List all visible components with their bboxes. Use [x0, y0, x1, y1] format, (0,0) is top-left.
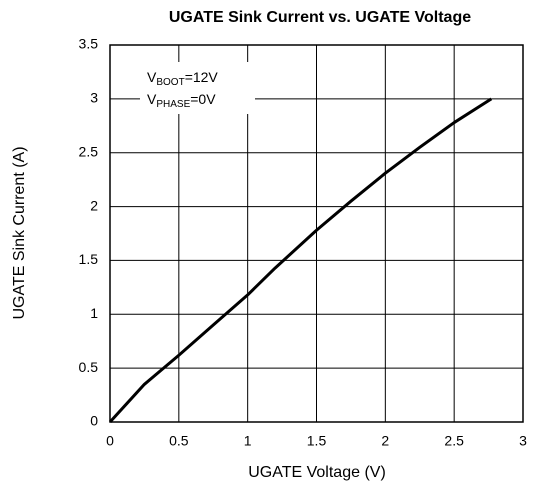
y-tick-label: 1.5	[79, 251, 99, 267]
annotation: VBOOT=12V	[147, 69, 218, 88]
annotation-rest: =0V	[190, 91, 216, 107]
y-tick-label: 2	[90, 197, 98, 213]
annotation-main: V	[147, 91, 157, 107]
x-tick-label: 1	[244, 433, 252, 449]
y-tick-label: 1	[90, 305, 98, 321]
y-tick-label: 0	[90, 413, 98, 429]
x-tick-label: 1.5	[307, 433, 327, 449]
x-tick-label: 0	[106, 433, 114, 449]
x-axis-label: UGATE Voltage (V)	[248, 464, 386, 481]
annotation-main: V	[147, 69, 157, 85]
y-tick-label: 3.5	[79, 36, 99, 52]
x-tick-label: 2.5	[444, 433, 464, 449]
plot-frame	[109, 44, 524, 423]
y-axis-label: UGATE Sink Current (A)	[11, 146, 28, 319]
annotation: VPHASE=0V	[147, 91, 216, 110]
x-tick-label: 0.5	[169, 433, 189, 449]
y-tick-label: 2.5	[79, 143, 99, 159]
y-tick-label: 3	[90, 90, 98, 106]
annotation-sub: PHASE	[156, 99, 190, 110]
x-tick-label: 3	[519, 433, 527, 449]
annotation-sub: BOOT	[156, 77, 184, 88]
y-tick-label: 0.5	[79, 359, 99, 375]
data-line	[108, 97, 493, 424]
x-tick-label: 2	[381, 433, 389, 449]
chart-title: UGATE Sink Current vs. UGATE Voltage	[169, 9, 471, 26]
annotation-rest: =12V	[185, 69, 219, 85]
annotation-box	[140, 62, 255, 114]
